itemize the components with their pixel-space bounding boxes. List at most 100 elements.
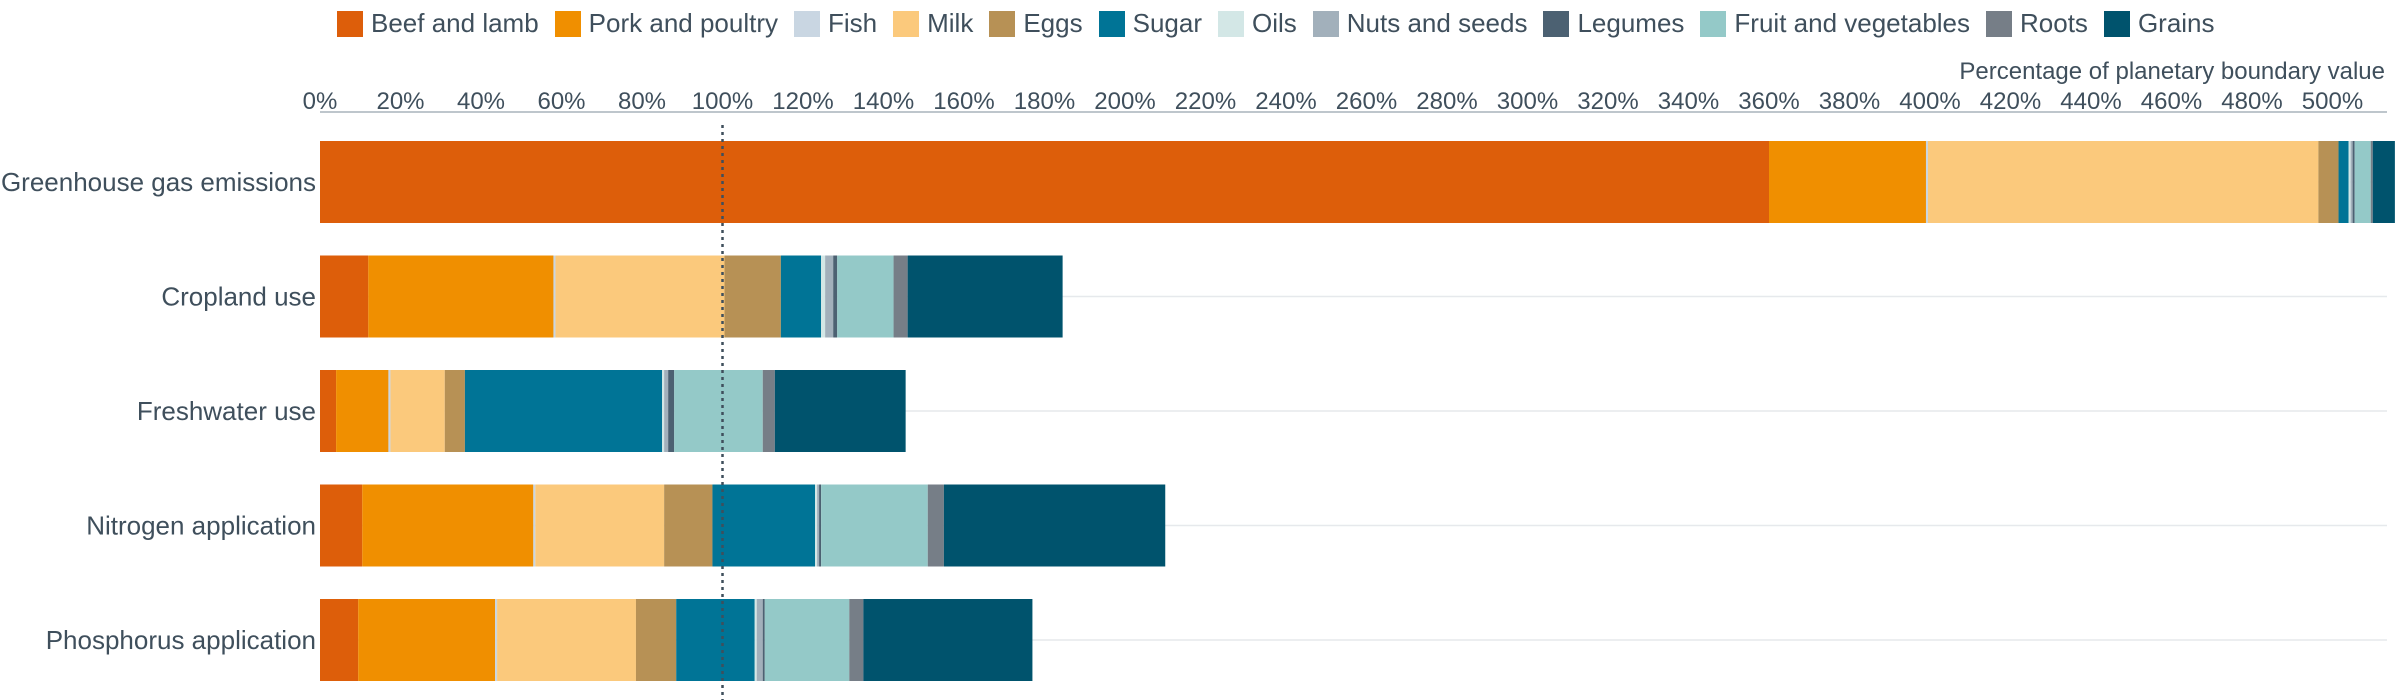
bar-segment-pork-and-poultry bbox=[368, 255, 554, 338]
bar-segment-pork-and-poultry bbox=[1769, 141, 1926, 223]
bar-segment-nuts-and-seeds bbox=[664, 370, 669, 452]
bar-segment-sugar bbox=[464, 370, 663, 452]
bar-segment-grains bbox=[863, 599, 1033, 681]
bar-segment-milk bbox=[390, 370, 445, 452]
x-tick-label: 180% bbox=[1014, 88, 1075, 115]
legend-swatch bbox=[554, 10, 581, 37]
legend-item-eggs: Eggs bbox=[989, 8, 1083, 39]
legend-label: Milk bbox=[927, 8, 974, 38]
x-tick-label: 60% bbox=[537, 88, 585, 115]
bar-segment-sugar bbox=[676, 599, 755, 681]
legend-label: Pork and poultry bbox=[588, 8, 778, 38]
bar-group-phosphorus-application bbox=[320, 599, 1033, 681]
bar-segment-oils bbox=[815, 484, 818, 567]
x-tick-label: 500% bbox=[2302, 88, 2363, 115]
legend-swatch bbox=[893, 10, 920, 37]
legend-swatch bbox=[1218, 10, 1244, 37]
bar-segment-legumes bbox=[2352, 141, 2355, 223]
bar-segment-nuts-and-seeds bbox=[2350, 141, 2353, 223]
x-tick-label: 340% bbox=[1658, 88, 1719, 115]
bar-segment-fish bbox=[388, 370, 391, 452]
x-tick-label: 200% bbox=[1094, 88, 1155, 115]
bar-segment-eggs bbox=[444, 370, 465, 452]
bar-segment-fruit-and-vegetables bbox=[837, 255, 894, 338]
bar-segment-eggs bbox=[2318, 141, 2339, 223]
x-tick-label: 480% bbox=[2221, 88, 2282, 115]
bar-segment-oils bbox=[754, 599, 757, 681]
bar-segment-sugar bbox=[2338, 141, 2349, 223]
bar-segment-pork-and-poultry bbox=[358, 599, 496, 681]
bar-segment-legumes bbox=[668, 370, 675, 452]
bar-segment-oils bbox=[821, 255, 826, 338]
category-label: Greenhouse gas emissions bbox=[1, 167, 316, 197]
legend-label: Fish bbox=[828, 8, 878, 38]
bar-segment-roots bbox=[849, 599, 864, 681]
bar-segment-legumes bbox=[819, 484, 822, 567]
legend-label: Sugar bbox=[1132, 8, 1202, 38]
x-tick-label: 40% bbox=[457, 88, 505, 115]
x-tick-label: 300% bbox=[1497, 88, 1558, 115]
legend-label: Nuts and seeds bbox=[1346, 8, 1528, 38]
bar-segment-eggs bbox=[635, 599, 677, 681]
x-tick-label: 280% bbox=[1416, 88, 1477, 115]
bar-segment-nuts-and-seeds bbox=[817, 484, 820, 567]
bar-segment-fruit-and-vegetables bbox=[674, 370, 763, 452]
bar-segment-nuts-and-seeds bbox=[825, 255, 834, 338]
bar-segment-grains bbox=[774, 370, 906, 452]
x-tick-label: 0% bbox=[303, 88, 338, 115]
legend-label: Fruit and vegetables bbox=[1734, 8, 1971, 38]
bar-group-cropland-use bbox=[320, 255, 1063, 338]
legend-item-legumes: Legumes bbox=[1543, 8, 1684, 39]
bar-segment-pork-and-poultry bbox=[362, 484, 534, 567]
legend-item-pork-and-poultry: Pork and poultry bbox=[554, 8, 778, 39]
legend-item-milk: Milk bbox=[893, 8, 973, 39]
legend-item-sugar: Sugar bbox=[1098, 8, 1202, 39]
bar-segment-beef-and-lamb bbox=[320, 141, 1769, 223]
legend-item-nuts-and-seeds: Nuts and seeds bbox=[1312, 8, 1528, 39]
legend-swatch bbox=[1986, 10, 2013, 37]
x-tick-label: 20% bbox=[376, 88, 424, 115]
bar-segment-eggs bbox=[724, 255, 781, 338]
bar-group-greenhouse-gas-emissions bbox=[320, 141, 2395, 223]
bar-segment-fish bbox=[1925, 141, 1928, 223]
bar-segment-oils bbox=[2348, 141, 2351, 223]
bar-segment-grains bbox=[943, 484, 1166, 567]
legend-label: Eggs bbox=[1023, 8, 1083, 38]
x-tick-label: 360% bbox=[1738, 88, 1799, 115]
bar-segment-fish bbox=[533, 484, 536, 567]
category-label: Cropland use bbox=[161, 282, 316, 312]
bar-segment-beef-and-lamb bbox=[320, 599, 359, 681]
bar-segment-roots bbox=[927, 484, 944, 567]
bar-segment-fish bbox=[495, 599, 498, 681]
legend-item-roots: Roots bbox=[1986, 8, 2088, 39]
bar-segment-roots bbox=[2370, 141, 2373, 223]
x-tick-label: 140% bbox=[853, 88, 914, 115]
bar-segment-beef-and-lamb bbox=[320, 255, 369, 338]
x-tick-label: 120% bbox=[772, 88, 833, 115]
bar-segment-legumes bbox=[762, 599, 765, 681]
legend-swatch bbox=[1700, 10, 1727, 37]
bar-segment-pork-and-poultry bbox=[336, 370, 389, 452]
bar-segment-sugar bbox=[712, 484, 816, 567]
legend-item-grains: Grains bbox=[2103, 8, 2215, 39]
bar-segment-beef-and-lamb bbox=[320, 484, 363, 567]
x-tick-label: 460% bbox=[2141, 88, 2202, 115]
legend-label: Legumes bbox=[1577, 8, 1685, 38]
x-tick-label: 160% bbox=[933, 88, 994, 115]
bar-segment-milk bbox=[555, 255, 725, 338]
legend-item-fruit-and-vegetables: Fruit and vegetables bbox=[1700, 8, 1970, 39]
bar-group-nitrogen-application bbox=[320, 484, 1166, 567]
x-axis-title: Percentage of planetary boundary value bbox=[1959, 58, 2385, 85]
legend-label: Grains bbox=[2137, 8, 2215, 38]
bar-segment-grains bbox=[2372, 141, 2395, 223]
category-label: Nitrogen application bbox=[86, 511, 316, 541]
x-tick-label: 440% bbox=[2060, 88, 2121, 115]
legend-label: Beef and lamb bbox=[371, 8, 539, 38]
bar-segment-nuts-and-seeds bbox=[756, 599, 763, 681]
x-tick-label: 240% bbox=[1255, 88, 1316, 115]
legend-swatch bbox=[794, 10, 820, 37]
bar-segment-fish bbox=[553, 255, 556, 338]
bar-segment-milk bbox=[1927, 141, 2319, 223]
bar-segment-legumes bbox=[833, 255, 838, 338]
